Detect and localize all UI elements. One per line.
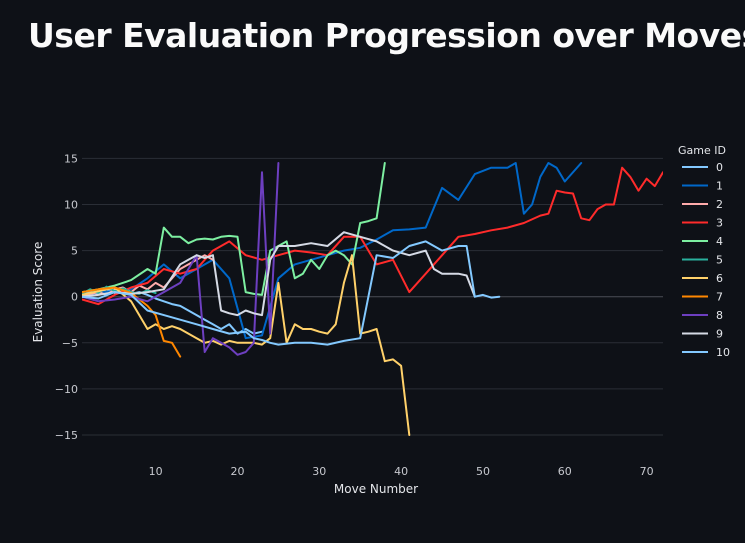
legend-label: 1 bbox=[716, 180, 723, 193]
x-tick-label: 50 bbox=[476, 465, 490, 478]
legend-item-game-4[interactable]: 4 bbox=[682, 235, 723, 248]
legend-label: 0 bbox=[716, 161, 723, 174]
page-title: User Evaluation Progression over Moves bbox=[28, 16, 745, 55]
legend-item-game-3[interactable]: 3 bbox=[682, 217, 723, 230]
legend-item-game-6[interactable]: 6 bbox=[682, 272, 723, 285]
y-axis-title: Evaluation Score bbox=[31, 242, 45, 343]
x-tick-label: 10 bbox=[149, 465, 163, 478]
y-tick-label: −15 bbox=[55, 429, 78, 442]
grid-layer bbox=[82, 157, 663, 436]
y-tick-label: 0 bbox=[71, 291, 78, 304]
legend-item-game-7[interactable]: 7 bbox=[682, 291, 723, 304]
legend-label: 10 bbox=[716, 346, 730, 359]
legend-label: 7 bbox=[716, 291, 723, 304]
legend-label: 4 bbox=[716, 235, 723, 248]
x-tick-label: 30 bbox=[312, 465, 326, 478]
legend-item-game-8[interactable]: 8 bbox=[682, 309, 723, 322]
x-tick-label: 20 bbox=[230, 465, 244, 478]
legend-item-game-0[interactable]: 0 bbox=[682, 161, 723, 174]
y-tick-label: −5 bbox=[62, 337, 78, 350]
x-tick-label: 60 bbox=[558, 465, 572, 478]
x-tick-label: 40 bbox=[394, 465, 408, 478]
legend-label: 6 bbox=[716, 272, 723, 285]
legend: Game ID 0 1 2 3 4 5 6 7 8 9 10 bbox=[678, 144, 730, 359]
series-layer bbox=[82, 162, 663, 436]
x-tick-label: 70 bbox=[640, 465, 654, 478]
legend-label: 3 bbox=[716, 217, 723, 230]
series-line-game-7 bbox=[82, 286, 182, 358]
legend-title: Game ID bbox=[678, 144, 726, 157]
legend-label: 9 bbox=[716, 328, 723, 341]
legend-label: 8 bbox=[716, 309, 723, 322]
y-tick-label: 5 bbox=[71, 245, 78, 258]
series-line-game-3 bbox=[82, 166, 663, 306]
legend-item-game-2[interactable]: 2 bbox=[682, 198, 723, 211]
y-tick-label: −10 bbox=[55, 383, 78, 396]
series-line-game-6 bbox=[82, 254, 411, 436]
series-line-game-4 bbox=[82, 162, 386, 296]
legend-label: 2 bbox=[716, 198, 723, 211]
legend-label: 5 bbox=[716, 254, 723, 267]
legend-item-game-9[interactable]: 9 bbox=[682, 328, 723, 341]
legend-item-game-1[interactable]: 1 bbox=[682, 180, 723, 193]
y-tick-label: 15 bbox=[64, 152, 78, 165]
series-line-game-10 bbox=[82, 240, 501, 346]
legend-item-game-10[interactable]: 10 bbox=[682, 346, 730, 359]
legend-item-game-5[interactable]: 5 bbox=[682, 254, 723, 267]
y-tick-label: 10 bbox=[64, 199, 78, 212]
x-axis-title: Move Number bbox=[334, 482, 418, 496]
series-line-game-9 bbox=[82, 231, 476, 317]
series-line-game-8 bbox=[82, 162, 280, 356]
